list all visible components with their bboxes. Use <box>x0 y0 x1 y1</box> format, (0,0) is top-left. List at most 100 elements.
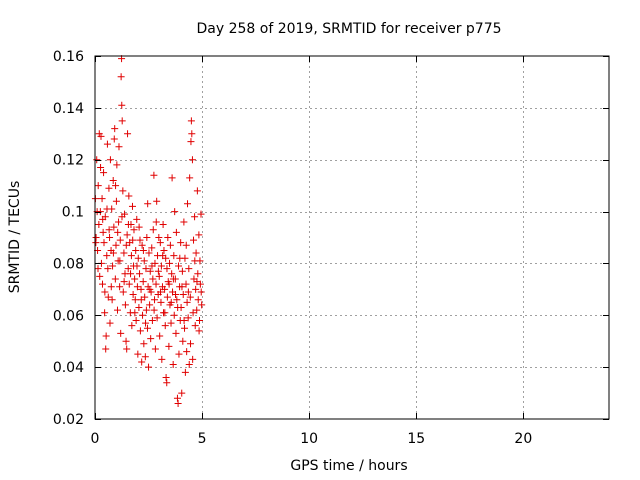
data-point <box>161 309 169 317</box>
data-point <box>191 213 199 221</box>
data-point <box>131 275 139 283</box>
data-point <box>118 101 126 109</box>
data-point <box>104 293 112 301</box>
data-point <box>118 213 126 221</box>
data-point <box>131 309 139 317</box>
x-tick-label: 15 <box>407 431 425 447</box>
data-point <box>125 192 133 200</box>
data-point <box>157 262 165 270</box>
data-point <box>133 283 141 291</box>
data-point <box>139 246 147 254</box>
data-point <box>166 241 174 249</box>
data-point <box>143 234 151 241</box>
data-point <box>162 374 170 382</box>
data-point <box>115 143 123 151</box>
data-point <box>148 316 156 324</box>
data-point <box>127 270 135 278</box>
data-point <box>124 130 132 138</box>
data-point <box>136 270 144 278</box>
data-point <box>97 163 105 171</box>
data-point <box>167 298 175 306</box>
data-point <box>154 267 162 275</box>
data-point <box>95 221 103 229</box>
y-tick-labels: 0.02 0.04 0.06 0.08 0.1 0.12 0.14 0.16 <box>53 49 84 428</box>
data-point <box>150 306 158 314</box>
data-point <box>102 345 110 353</box>
data-point <box>179 291 187 299</box>
data-point <box>172 228 180 236</box>
data-point <box>172 329 180 337</box>
data-point <box>153 314 161 322</box>
data-point <box>122 241 130 249</box>
data-point <box>175 350 183 358</box>
data-point <box>178 389 186 397</box>
data-point <box>174 399 182 407</box>
data-point <box>96 272 104 280</box>
data-point <box>137 285 145 293</box>
data-point <box>191 322 199 330</box>
data-point <box>144 200 152 208</box>
data-point <box>99 215 107 223</box>
data-point <box>107 283 115 291</box>
x-tick-label: 0 <box>91 431 100 447</box>
data-point <box>183 298 191 306</box>
data-point <box>138 358 146 366</box>
grid-lines <box>95 56 609 419</box>
data-point <box>128 322 136 330</box>
data-point <box>159 221 167 229</box>
data-point <box>121 301 129 309</box>
data-point <box>147 335 155 343</box>
data-point <box>119 288 127 296</box>
data-point <box>169 361 177 369</box>
data-point <box>100 169 108 177</box>
data-point <box>134 254 142 262</box>
data-point <box>151 296 159 304</box>
data-point <box>127 252 135 260</box>
x-axis-label: GPS time / hours <box>290 458 407 474</box>
data-point <box>194 270 202 278</box>
data-point <box>109 176 117 184</box>
data-point <box>96 208 104 216</box>
data-point <box>181 368 189 376</box>
data-point <box>149 275 157 283</box>
data-point <box>186 293 194 301</box>
data-point <box>118 117 126 125</box>
data-point <box>188 156 196 164</box>
data-point <box>195 327 203 335</box>
data-point <box>94 265 102 273</box>
data-point <box>174 304 182 312</box>
data-point <box>151 345 159 353</box>
data-point <box>116 236 124 244</box>
data-point <box>120 249 128 257</box>
data-point <box>171 208 179 216</box>
data-point <box>137 296 145 304</box>
data-point <box>124 221 132 229</box>
data-point <box>141 353 149 361</box>
data-point <box>160 246 168 254</box>
data-point <box>94 182 102 190</box>
data-point <box>197 288 205 296</box>
plot-frame <box>94 55 610 420</box>
data-point <box>142 265 150 273</box>
data-point <box>168 174 176 182</box>
data-point <box>134 350 142 358</box>
data-point <box>106 319 114 327</box>
data-point <box>113 161 121 169</box>
data-point <box>176 254 184 262</box>
data-point <box>182 280 190 288</box>
data-point <box>108 296 116 304</box>
data-point <box>111 125 119 133</box>
data-point <box>92 239 100 247</box>
data-point <box>198 301 206 309</box>
data-point <box>97 132 105 140</box>
data-point <box>105 226 113 234</box>
data-point <box>179 337 187 345</box>
data-point <box>183 348 191 356</box>
data-point <box>119 187 127 195</box>
data-point <box>130 226 138 234</box>
data-point <box>120 278 128 286</box>
x-tick-label: 10 <box>300 431 318 447</box>
data-point <box>178 267 186 275</box>
data-point <box>165 280 173 288</box>
data-point <box>100 239 108 247</box>
